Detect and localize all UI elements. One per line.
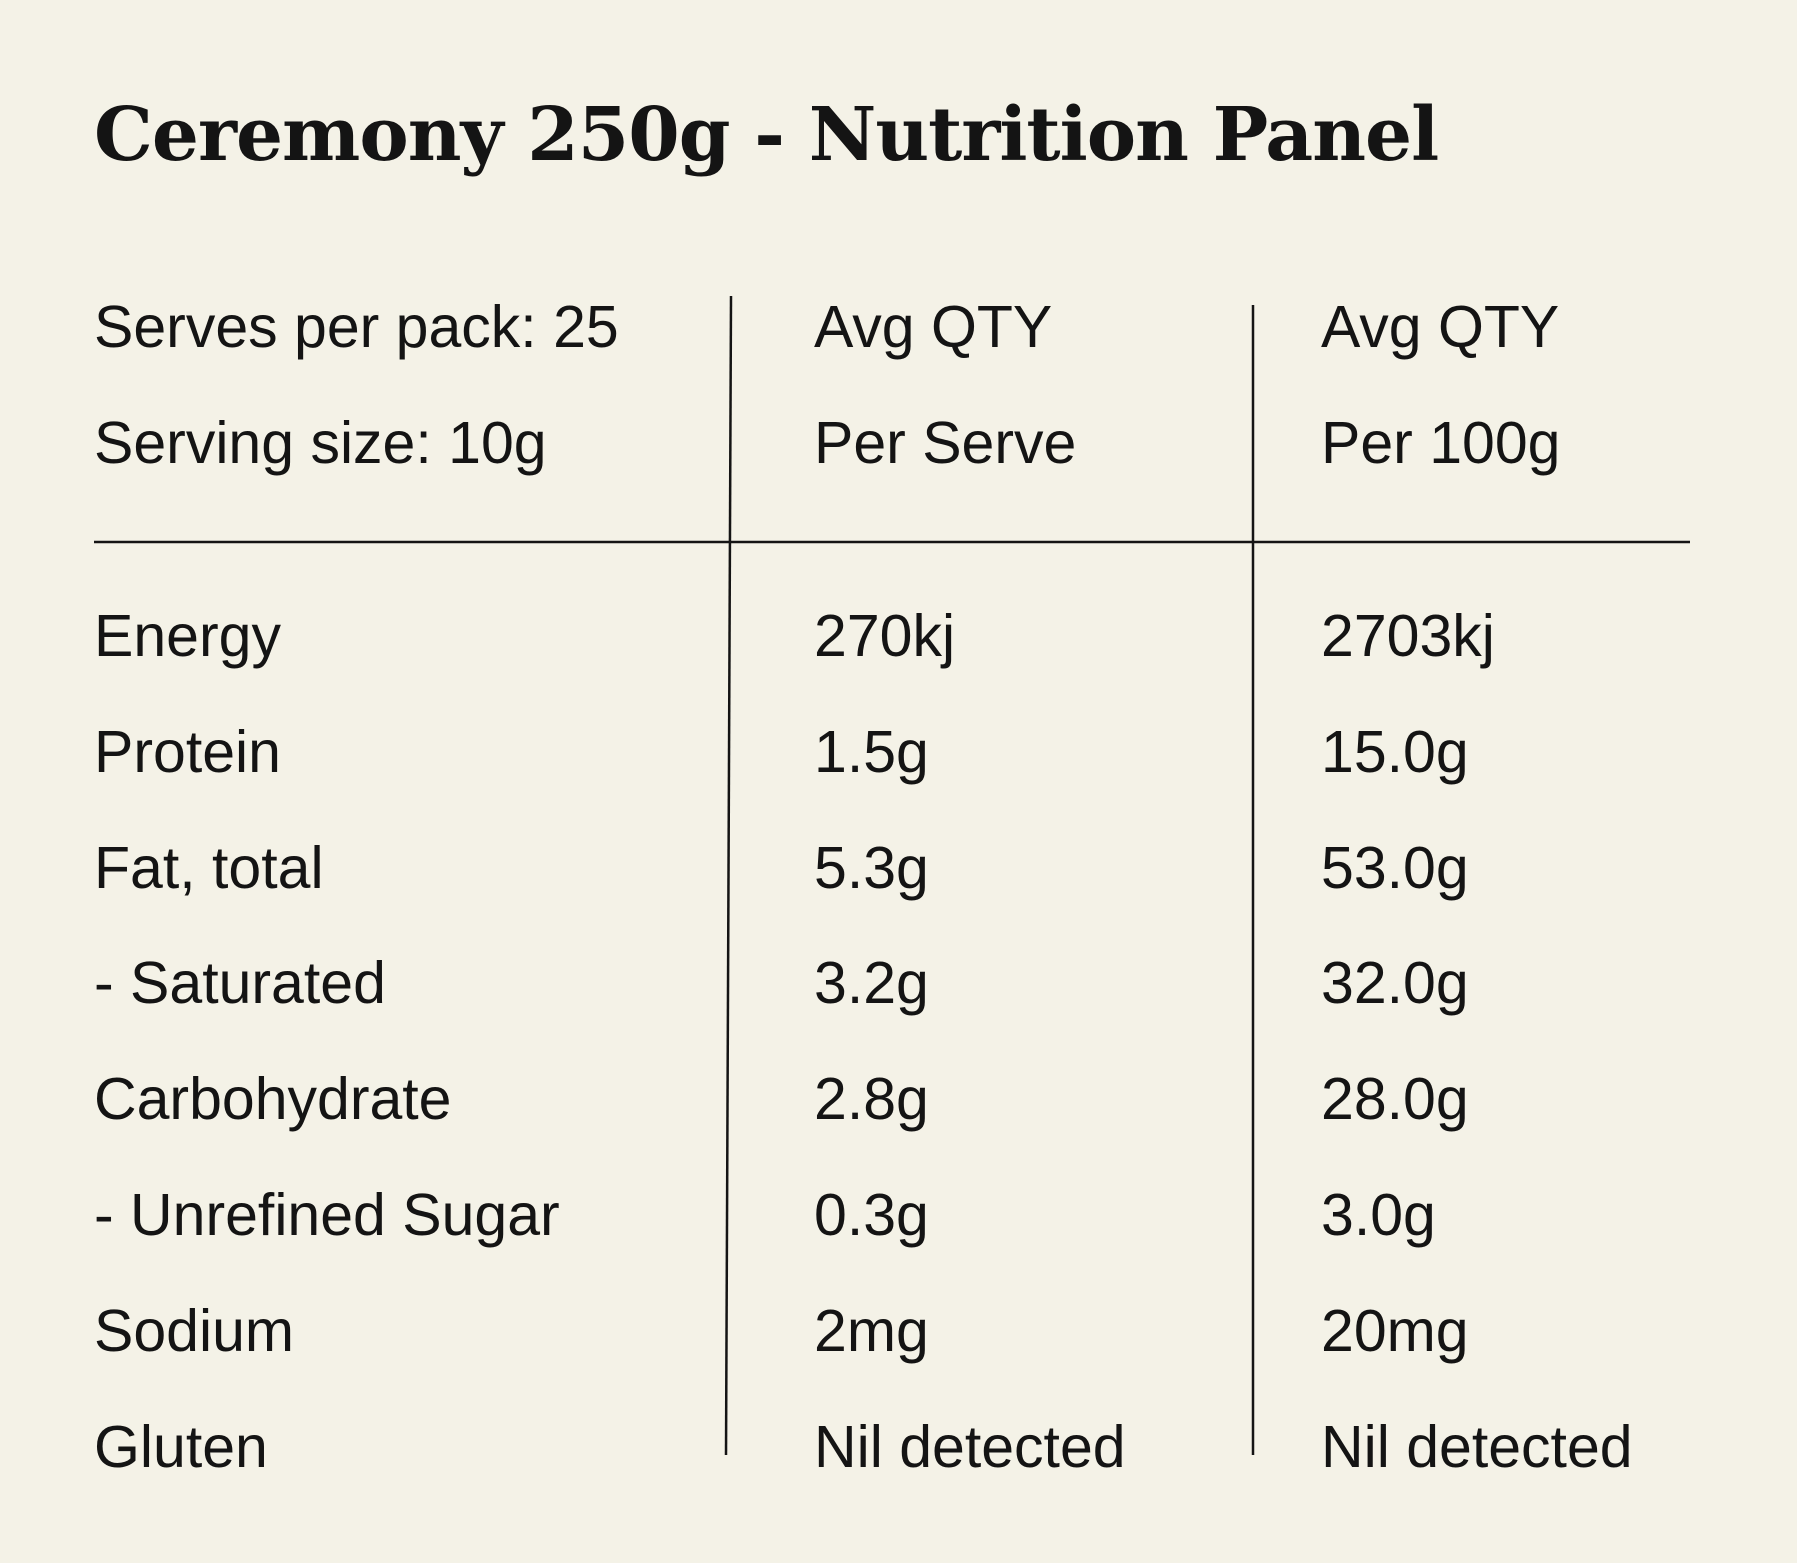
nutrient-value: 3.2g (814, 950, 929, 1017)
nutrient-name: Carbohydrate (94, 1066, 452, 1133)
header-cell: Per 100g (1321, 410, 1561, 476)
nutrient-value: 5.3g (814, 834, 929, 901)
header-cell: Avg QTY (1321, 294, 1560, 360)
nutrient-value: 270kj (814, 603, 956, 669)
header-cell: Per Serve (814, 410, 1077, 476)
nutrient-name: Protein (94, 718, 281, 785)
nutrient-value: 15.0g (1321, 718, 1469, 785)
nutrient-value: 2mg (814, 1297, 929, 1364)
nutrient-name: Fat, total (94, 834, 324, 901)
nutrient-value: 3.0g (1321, 1182, 1436, 1248)
nutrient-value: 1.5g (814, 718, 929, 785)
nutrient-value: Nil detected (1321, 1413, 1633, 1480)
nutrient-name: Gluten (94, 1413, 268, 1480)
header-cell: Serves per pack: 25 (94, 294, 619, 360)
nutrient-value: 0.3g (814, 1182, 929, 1248)
column-divider (724, 295, 733, 1456)
header-cell: Serving size: 10g (94, 410, 547, 476)
nutrient-name: Sodium (94, 1297, 295, 1364)
nutrient-name: Energy (94, 603, 281, 669)
nutrient-value: Nil detected (814, 1413, 1126, 1480)
nutrient-value: 2703kj (1321, 603, 1495, 669)
panel-title: Ceremony 250g - Nutrition Panel (94, 92, 1439, 178)
nutrient-name: - Unrefined Sugar (94, 1182, 560, 1248)
nutrient-value: 20mg (1321, 1297, 1469, 1364)
header-cell: Avg QTY (814, 294, 1053, 360)
nutrient-value: 28.0g (1321, 1066, 1469, 1133)
nutrient-value: 32.0g (1321, 950, 1469, 1017)
nutrient-value: 53.0g (1321, 834, 1469, 901)
nutrient-name: - Saturated (94, 950, 386, 1017)
nutrient-value: 2.8g (814, 1066, 929, 1133)
